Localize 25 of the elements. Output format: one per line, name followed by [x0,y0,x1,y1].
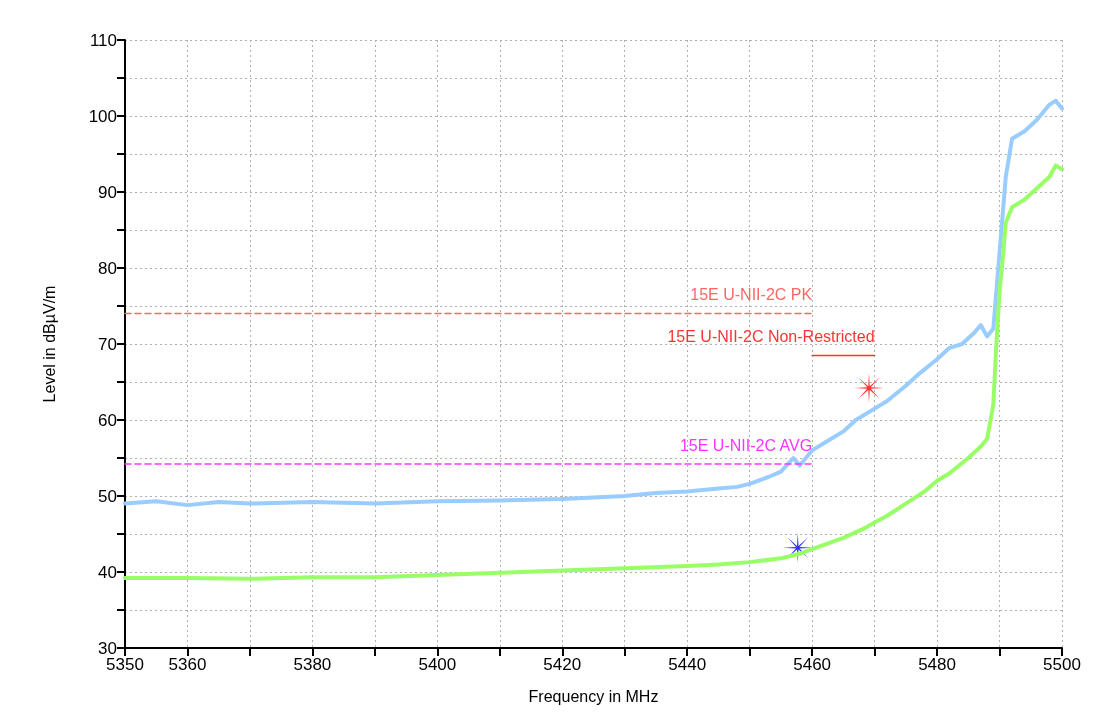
x-tick-label: 5460 [793,655,832,674]
y-tick-label: 100 [88,106,117,126]
line-series [123,98,1064,508]
y-tick-label: 30 [98,638,117,658]
y-tick-label: 60 [98,410,117,430]
x-tick-label: 5400 [418,655,457,674]
series-label: 15E U-NII-2C AVG [679,436,813,454]
y-tick-label: 110 [89,30,117,50]
x-tick-label: 5380 [293,655,332,674]
series-label: 15E U-NII-2C PK [690,286,813,304]
y-tick-label: 80 [98,258,117,278]
x-tick-label: 5350 [106,655,144,674]
y-axis-title: Level in dBµV/m [40,285,58,403]
line-series [123,163,1064,581]
x-tick-label: 5480 [918,655,956,674]
x-axis-title: Frequency in MHz [528,687,659,705]
y-tick-label: 90 [98,182,117,202]
x-tick-label: 5360 [168,655,207,674]
x-tick-label: 5420 [543,655,582,674]
y-tick-label: 40 [98,562,117,582]
x-tick-label: 5440 [668,655,707,674]
x-tick-label: 5500 [1043,655,1081,674]
y-tick-label: 70 [98,334,117,354]
y-tick-label: 50 [98,486,117,506]
series-label: 15E U-NII-2C Non-Restricted [667,327,875,345]
